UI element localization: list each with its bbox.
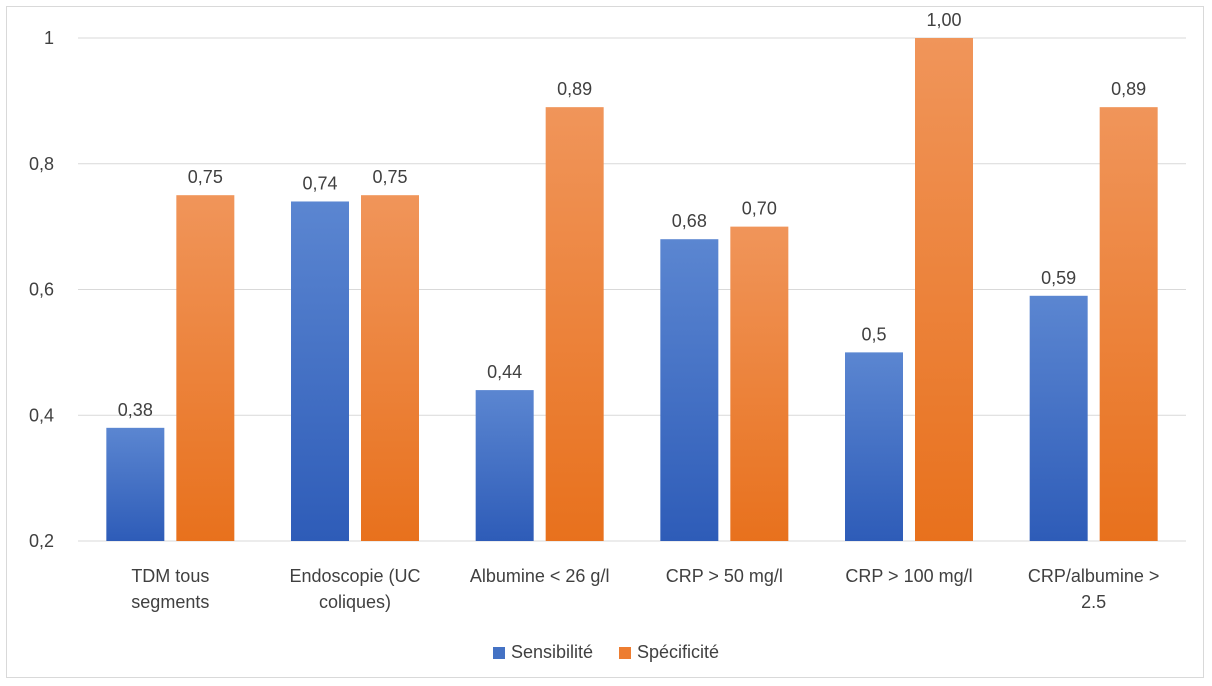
bar-specificite — [915, 38, 973, 541]
x-tick-label: CRP > 100 mg/l — [845, 566, 972, 586]
bar-sensibilite — [106, 427, 165, 541]
data-label: 0,44 — [487, 362, 522, 382]
data-label: 0,89 — [557, 79, 592, 99]
bars — [106, 38, 1158, 541]
y-axis-tick-labels: 0,2 0,4 0,6 0,8 1 — [29, 28, 54, 551]
legend: Sensibilité Spécificité — [0, 642, 1212, 663]
x-tick-label: segments — [131, 592, 209, 612]
y-tick-label: 0,8 — [29, 154, 54, 174]
y-tick-label: 1 — [44, 28, 54, 48]
data-label: 0,38 — [118, 400, 153, 420]
bar-sensibilite — [475, 390, 534, 541]
bar-specificite — [730, 226, 789, 541]
y-tick-label: 0,2 — [29, 531, 54, 551]
legend-item-sensibilite: Sensibilité — [492, 642, 593, 663]
data-label: 0,59 — [1041, 268, 1076, 288]
bar-specificite — [176, 195, 235, 541]
x-axis-tick-labels: TDM tous segments Endoscopie (UC coliques) A… — [131, 566, 1159, 612]
y-tick-label: 0,6 — [29, 280, 54, 300]
data-label: 0,75 — [188, 167, 223, 187]
gridlines — [78, 37, 1186, 542]
bar-specificite — [361, 195, 419, 541]
bar-specificite — [1099, 107, 1158, 541]
legend-swatch-sensibilite — [492, 646, 505, 659]
legend-label-specificite: Spécificité — [637, 642, 720, 662]
legend-label-sensibilite: Sensibilité — [510, 642, 593, 662]
x-tick-label: Endoscopie (UC — [289, 566, 420, 586]
y-tick-label: 0,4 — [29, 405, 54, 425]
data-label: 0,68 — [672, 211, 707, 231]
data-label: 0,5 — [861, 324, 886, 344]
bar-sensibilite — [291, 201, 349, 541]
legend-swatch-specificite — [619, 646, 631, 659]
x-tick-label: CRP > 50 mg/l — [666, 566, 783, 586]
x-tick-label: Albumine < 26 g/l — [470, 566, 610, 586]
data-label: 1,00 — [926, 10, 961, 30]
bar-specificite — [545, 107, 604, 541]
x-tick-label: CRP/albumine > — [1028, 566, 1160, 586]
data-label: 0,75 — [372, 167, 407, 187]
x-tick-label: 2.5 — [1081, 592, 1106, 612]
bar-sensibilite — [1029, 295, 1088, 541]
data-label: 0,70 — [742, 199, 777, 219]
x-tick-label: coliques) — [319, 592, 391, 612]
legend-item-specificite: Spécificité — [619, 642, 719, 663]
data-label: 0,74 — [302, 173, 337, 193]
bar-sensibilite — [660, 239, 719, 541]
data-labels: 0,38 0,75 0,74 0,75 0,44 0,89 0,68 0,70 0,5 1,00 0… — [118, 10, 1146, 420]
x-tick-label: TDM tous — [131, 566, 209, 586]
data-label: 0,89 — [1111, 79, 1146, 99]
bar-sensibilite — [845, 352, 903, 541]
